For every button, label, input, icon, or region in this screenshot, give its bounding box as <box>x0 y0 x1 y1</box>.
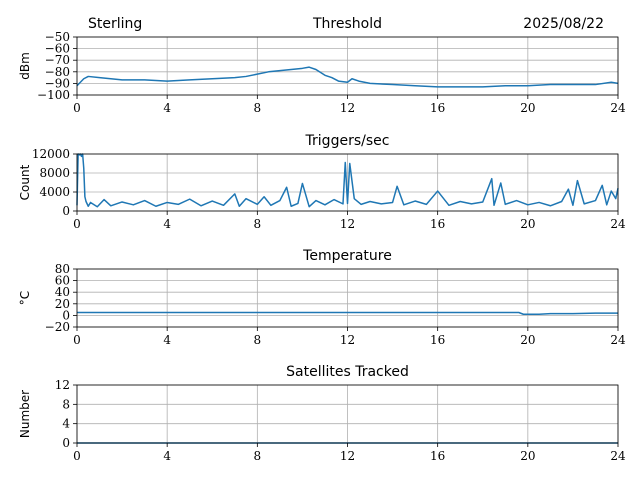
satellites-tracked-xtick-label: 0 <box>73 449 81 463</box>
threshold-series-line <box>76 66 619 88</box>
satellites-tracked-xtick-label: 8 <box>254 449 262 463</box>
triggers-sec-series-line <box>76 153 619 208</box>
triggers-sec-ytick-label: 12000 <box>32 147 70 161</box>
triggers-sec-xtick-label: 16 <box>430 217 445 231</box>
temperature-ytick-label: 0 <box>62 308 70 322</box>
temperature-xtick-label: 0 <box>73 333 81 347</box>
chart-panels: 0 4 8 12 16 20 24 −100−90−80−70−60−50 Threshold d… <box>18 16 626 463</box>
threshold-xtick-label: 20 <box>520 101 535 115</box>
triggers-sec-xtick-label: 0 <box>73 217 81 231</box>
threshold-xtick-label: 4 <box>163 101 171 115</box>
temperature-ytick-label: 60 <box>55 274 70 288</box>
threshold-panel: 0 4 8 12 16 20 24 −100−90−80−70−60−50 Threshold d… <box>18 16 626 115</box>
triggers-sec-xtick-label: 24 <box>610 217 626 231</box>
satellites-tracked-xtick-label: 20 <box>520 449 535 463</box>
temperature-ylabel: °C <box>18 291 32 305</box>
satellites-tracked-ytick-label: 4 <box>62 417 70 431</box>
threshold-ytick-label: −70 <box>45 53 70 67</box>
temperature-title: Temperature <box>302 248 392 264</box>
triggers-sec-panel: 0 4 8 12 16 20 24 0 4000 8000 12000 Triggers/sec Cou… <box>18 133 626 231</box>
threshold-xtick-label: 8 <box>254 101 262 115</box>
satellites-tracked-xtick-label: 4 <box>163 449 171 463</box>
date-label: 2025/08/22 <box>523 16 604 32</box>
station-name: Sterling <box>88 16 142 32</box>
satellites-tracked-title: Satellites Tracked <box>286 364 409 380</box>
triggers-sec-xtick-label: 12 <box>340 217 355 231</box>
satellites-tracked-ytick-label: 12 <box>55 378 70 392</box>
temperature-ytick-label: 20 <box>55 297 70 311</box>
triggers-sec-ytick-label: 0 <box>62 204 70 218</box>
satellites-tracked-ylabel: Number <box>18 390 32 438</box>
threshold-ytick-label: −90 <box>45 76 70 90</box>
temperature-series-line <box>77 311 618 315</box>
temperature-xtick-label: 20 <box>520 333 535 347</box>
temperature-ytick-label: 40 <box>55 285 70 299</box>
threshold-ytick-label: −50 <box>45 30 70 44</box>
threshold-xtick-label: 16 <box>430 101 445 115</box>
temperature-xtick-label: 4 <box>163 333 171 347</box>
threshold-xtick-label: 0 <box>73 101 81 115</box>
temperature-xtick-label: 24 <box>610 333 626 347</box>
temperature-xtick-label: 16 <box>430 333 445 347</box>
triggers-sec-ytick-label: 4000 <box>39 185 70 199</box>
temperature-ytick-label: −20 <box>45 320 70 334</box>
triggers-sec-title: Triggers/sec <box>305 133 390 149</box>
temperature-xtick-label: 12 <box>340 333 355 347</box>
satellites-tracked-ytick-label: 0 <box>62 436 70 450</box>
triggers-sec-xtick-label: 20 <box>520 217 535 231</box>
satellites-tracked-ytick-label: 8 <box>62 397 70 411</box>
temperature-ytick-label: 80 <box>55 262 70 276</box>
satellites-tracked-xtick-label: 12 <box>340 449 355 463</box>
threshold-ytick-label: −80 <box>45 65 70 79</box>
satellites-tracked-xtick-label: 24 <box>610 449 626 463</box>
triggers-sec-xtick-label: 8 <box>254 217 262 231</box>
threshold-xtick-label: 12 <box>340 101 355 115</box>
triggers-sec-xtick-label: 4 <box>163 217 171 231</box>
threshold-ytick-label: −100 <box>37 88 70 102</box>
threshold-ytick-label: −60 <box>45 42 70 56</box>
satellites-tracked-xtick-label: 16 <box>430 449 445 463</box>
threshold-ylabel: dBm <box>18 52 32 80</box>
threshold-xtick-label: 24 <box>610 101 626 115</box>
triggers-sec-ylabel: Count <box>18 164 32 200</box>
satellites-tracked-panel: 0 4 8 12 16 20 24 0 4 8 12 Satellites Tracked Number <box>18 364 626 463</box>
triggers-sec-ytick-label: 8000 <box>39 166 70 180</box>
threshold-title: Threshold <box>312 16 382 32</box>
temperature-xtick-label: 8 <box>254 333 262 347</box>
